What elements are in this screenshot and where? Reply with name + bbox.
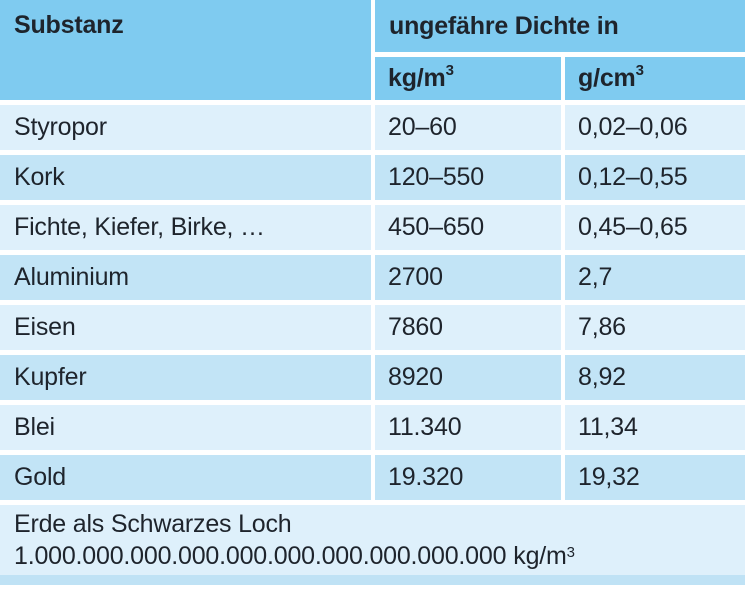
density-kg-cell: 7860 <box>375 305 561 350</box>
substance-name: Kork <box>14 163 65 191</box>
substance-cell: Kupfer <box>0 355 371 400</box>
header-unit-g-cm3: g/cm 3 <box>565 57 745 100</box>
density-g-cell: 0,02–0,06 <box>565 105 745 150</box>
density-kg-value: 120–550 <box>388 163 484 191</box>
density-g-cell: 19,32 <box>565 455 745 500</box>
density-g-value: 8,92 <box>578 363 626 391</box>
density-g-cell: 11,34 <box>565 405 745 450</box>
density-kg-value: 8920 <box>388 363 443 391</box>
substance-cell: Gold <box>0 455 371 500</box>
density-g-cell: 0,12–0,55 <box>565 155 745 200</box>
density-g-cell: 7,86 <box>565 305 745 350</box>
density-kg-cell: 2700 <box>375 255 561 300</box>
substance-cell: Styropor <box>0 105 371 150</box>
substance-name: Styropor <box>14 113 107 141</box>
substance-name: Aluminium <box>14 263 129 291</box>
density-g-cell: 8,92 <box>565 355 745 400</box>
header-density-group: ungefähre Dichte in <box>375 0 745 52</box>
footnote-unit-base: kg/m <box>513 542 567 570</box>
density-g-value: 19,32 <box>578 463 640 491</box>
substance-cell: Aluminium <box>0 255 371 300</box>
header-substance: Substanz <box>0 0 371 100</box>
density-g-value: 0,45–0,65 <box>578 213 688 241</box>
density-kg-value: 7860 <box>388 313 443 341</box>
footnote-unit-superscript: 3 <box>566 543 575 561</box>
unit-base: kg/m <box>388 64 446 92</box>
substance-name: Blei <box>14 413 55 441</box>
density-g-value: 0,02–0,06 <box>578 113 688 141</box>
density-g-value: 2,7 <box>578 263 613 291</box>
substance-name: Kupfer <box>14 363 87 391</box>
substance-cell: Fichte, Kiefer, Birke, … <box>0 205 371 250</box>
substance-name: Fichte, Kiefer, Birke, … <box>14 213 265 241</box>
substance-cell: Kork <box>0 155 371 200</box>
density-kg-value: 2700 <box>388 263 443 291</box>
density-kg-cell: 20–60 <box>375 105 561 150</box>
substance-name: Gold <box>14 463 67 491</box>
density-kg-value: 20–60 <box>388 113 457 141</box>
footnote-line1: Erde als Schwarzes Loch <box>14 510 292 538</box>
substance-cell: Eisen <box>0 305 371 350</box>
density-kg-cell: 120–550 <box>375 155 561 200</box>
density-g-cell: 0,45–0,65 <box>565 205 745 250</box>
density-kg-cell: 8920 <box>375 355 561 400</box>
density-g-value: 7,86 <box>578 313 626 341</box>
substance-cell: Blei <box>0 405 371 450</box>
density-kg-value: 19.320 <box>388 463 464 491</box>
density-table: Substanz ungefähre Dichte in kg/m 3 g/cm 3… <box>0 0 745 585</box>
density-g-value: 0,12–0,55 <box>578 163 688 191</box>
density-kg-cell: 11.340 <box>375 405 561 450</box>
density-g-value: 11,34 <box>578 413 638 441</box>
substance-name: Eisen <box>14 313 76 341</box>
density-kg-cell: 450–650 <box>375 205 561 250</box>
footnote-value: 1.000.000.000.000.000.000.000.000.000.00… <box>14 542 507 570</box>
density-g-cell: 2,7 <box>565 255 745 300</box>
footnote-line2: 1.000.000.000.000.000.000.000.000.000.00… <box>14 540 575 572</box>
density-kg-value: 450–650 <box>388 213 484 241</box>
density-kg-value: 11.340 <box>388 413 462 441</box>
density-kg-cell: 19.320 <box>375 455 561 500</box>
footnote-earth-black-hole: Erde als Schwarzes Loch 1.000.000.000.00… <box>0 505 745 585</box>
header-density-group-label: ungefähre Dichte in <box>389 11 619 40</box>
header-unit-kg-m3: kg/m 3 <box>375 57 561 100</box>
unit-base: g/cm <box>578 64 636 92</box>
header-substance-label: Substanz <box>14 11 124 39</box>
